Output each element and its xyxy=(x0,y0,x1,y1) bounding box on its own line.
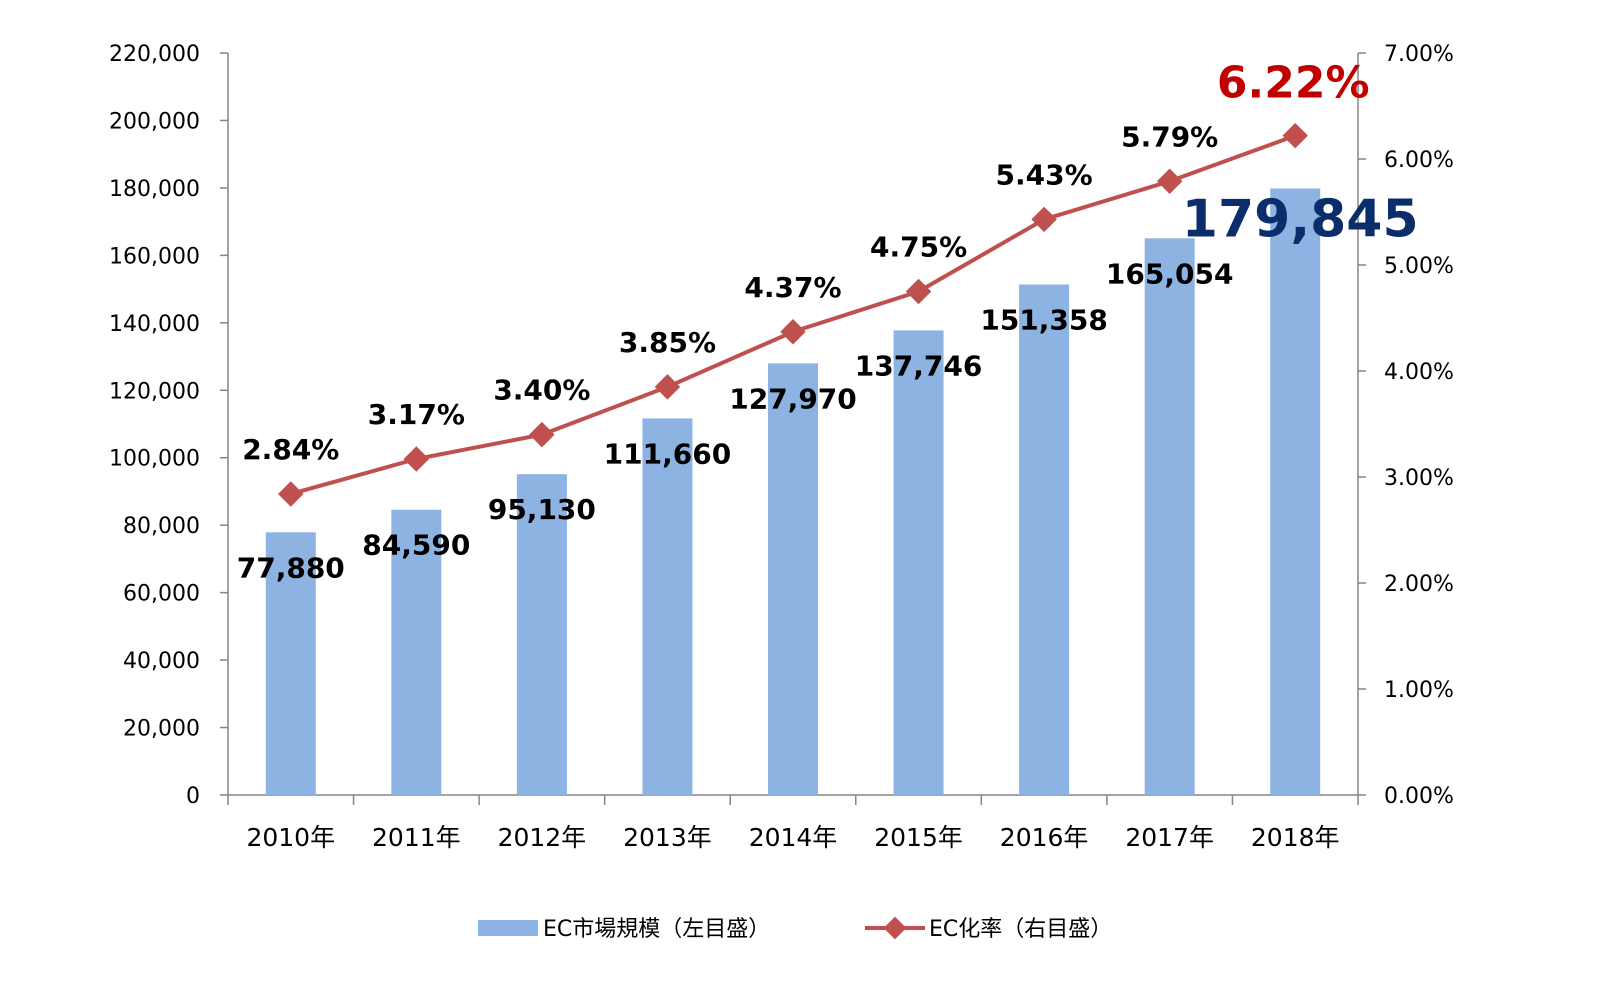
left-axis-tick-label: 180,000 xyxy=(109,177,200,202)
rate-marker xyxy=(1156,168,1183,194)
left-axis-tick-label: 140,000 xyxy=(109,312,200,337)
bars-layer xyxy=(265,188,1321,795)
left-axis-tick-label: 100,000 xyxy=(109,447,200,472)
left-axis-tick-label: 40,000 xyxy=(123,649,200,674)
rate-value-label-highlight: 6.22% xyxy=(1217,58,1370,109)
rate-marker xyxy=(1031,206,1057,233)
rate-value-label: 3.40% xyxy=(493,374,590,407)
rate-value-label: 2.84% xyxy=(242,433,339,466)
left-axis-tick-label: 220,000 xyxy=(109,42,200,67)
right-axis-tick-label: 2.00% xyxy=(1384,572,1454,597)
bar xyxy=(1270,188,1321,795)
legend: EC市場規模（左目盛） EC化率（右目盛） xyxy=(478,916,1112,942)
x-axis-tick-label: 2012年 xyxy=(498,823,587,852)
right-axis-tick-label: 1.00% xyxy=(1384,678,1454,703)
rate-marker xyxy=(403,446,430,472)
bar xyxy=(1019,284,1070,795)
rate-value-label: 4.37% xyxy=(744,271,841,304)
bar xyxy=(1144,238,1195,795)
axes-layer: 0 20,000 40,000 60,000 80,000 100,000 120,000 1… xyxy=(109,42,1454,852)
legend-bar-label: EC市場規模（左目盛） xyxy=(543,917,770,942)
bar xyxy=(516,474,567,795)
x-axis-tick-label: 2015年 xyxy=(874,823,963,852)
rate-marker xyxy=(529,421,555,448)
x-axis-tick-label: 2011年 xyxy=(372,823,461,852)
x-axis-tick-label: 2017年 xyxy=(1125,823,1214,852)
bar xyxy=(642,418,693,795)
legend-line-marker xyxy=(883,916,907,940)
left-axis-tick-label: 60,000 xyxy=(123,582,200,607)
legend-line-label: EC化率（右目盛） xyxy=(929,917,1112,942)
right-axis-tick-label: 3.00% xyxy=(1384,466,1454,491)
left-axis-tick-label: 20,000 xyxy=(123,717,200,742)
legend-bar-swatch xyxy=(478,920,538,936)
bar-value-label: 95,130 xyxy=(488,493,596,526)
rate-marker xyxy=(905,278,932,305)
rate-value-label: 5.79% xyxy=(1121,120,1218,153)
x-axis-tick-label: 2010年 xyxy=(246,823,335,852)
bar-value-label: 111,660 xyxy=(604,437,732,470)
rate-value-label: 4.75% xyxy=(870,231,967,264)
left-axis-tick-label: 120,000 xyxy=(109,379,200,404)
x-axis-tick-label: 2014年 xyxy=(749,823,838,852)
left-axis-tick-label: 200,000 xyxy=(109,109,200,134)
bar-value-label: 151,358 xyxy=(980,304,1108,337)
bar xyxy=(265,532,316,795)
right-axis-tick-label: 5.00% xyxy=(1384,254,1454,279)
right-axis-tick-label: 6.00% xyxy=(1384,148,1454,173)
rate-value-label: 3.85% xyxy=(619,326,716,359)
rate-marker xyxy=(278,481,304,507)
right-axis-tick-label: 0.00% xyxy=(1384,784,1454,809)
x-axis-tick-label: 2016年 xyxy=(1000,823,1089,852)
x-axis-tick-label: 2013年 xyxy=(623,823,712,852)
bar xyxy=(768,363,818,795)
bar-value-label: 84,590 xyxy=(362,529,470,562)
line-layer xyxy=(278,122,1308,507)
right-axis-tick-label: 4.00% xyxy=(1384,360,1454,385)
bar-value-label-highlight: 179,845 xyxy=(1182,189,1419,249)
bar-value-label: 137,746 xyxy=(855,349,983,382)
bar-value-label: 165,054 xyxy=(1106,257,1234,290)
rate-value-label: 5.43% xyxy=(996,158,1093,191)
left-axis-tick-label: 0 xyxy=(186,784,200,809)
rate-marker xyxy=(1282,122,1308,149)
x-axis-tick-label: 2018年 xyxy=(1251,823,1340,852)
rate-marker xyxy=(654,374,681,400)
bar xyxy=(893,330,944,795)
bar-value-label: 127,970 xyxy=(729,382,857,415)
rate-value-label: 3.17% xyxy=(368,398,465,431)
rate-marker xyxy=(780,319,806,345)
right-axis-tick-label: 7.00% xyxy=(1384,42,1454,67)
left-axis-tick-label: 80,000 xyxy=(123,514,200,539)
left-axis-tick-label: 160,000 xyxy=(109,244,200,269)
bar-value-label: 77,880 xyxy=(237,551,345,584)
bar xyxy=(391,509,442,795)
